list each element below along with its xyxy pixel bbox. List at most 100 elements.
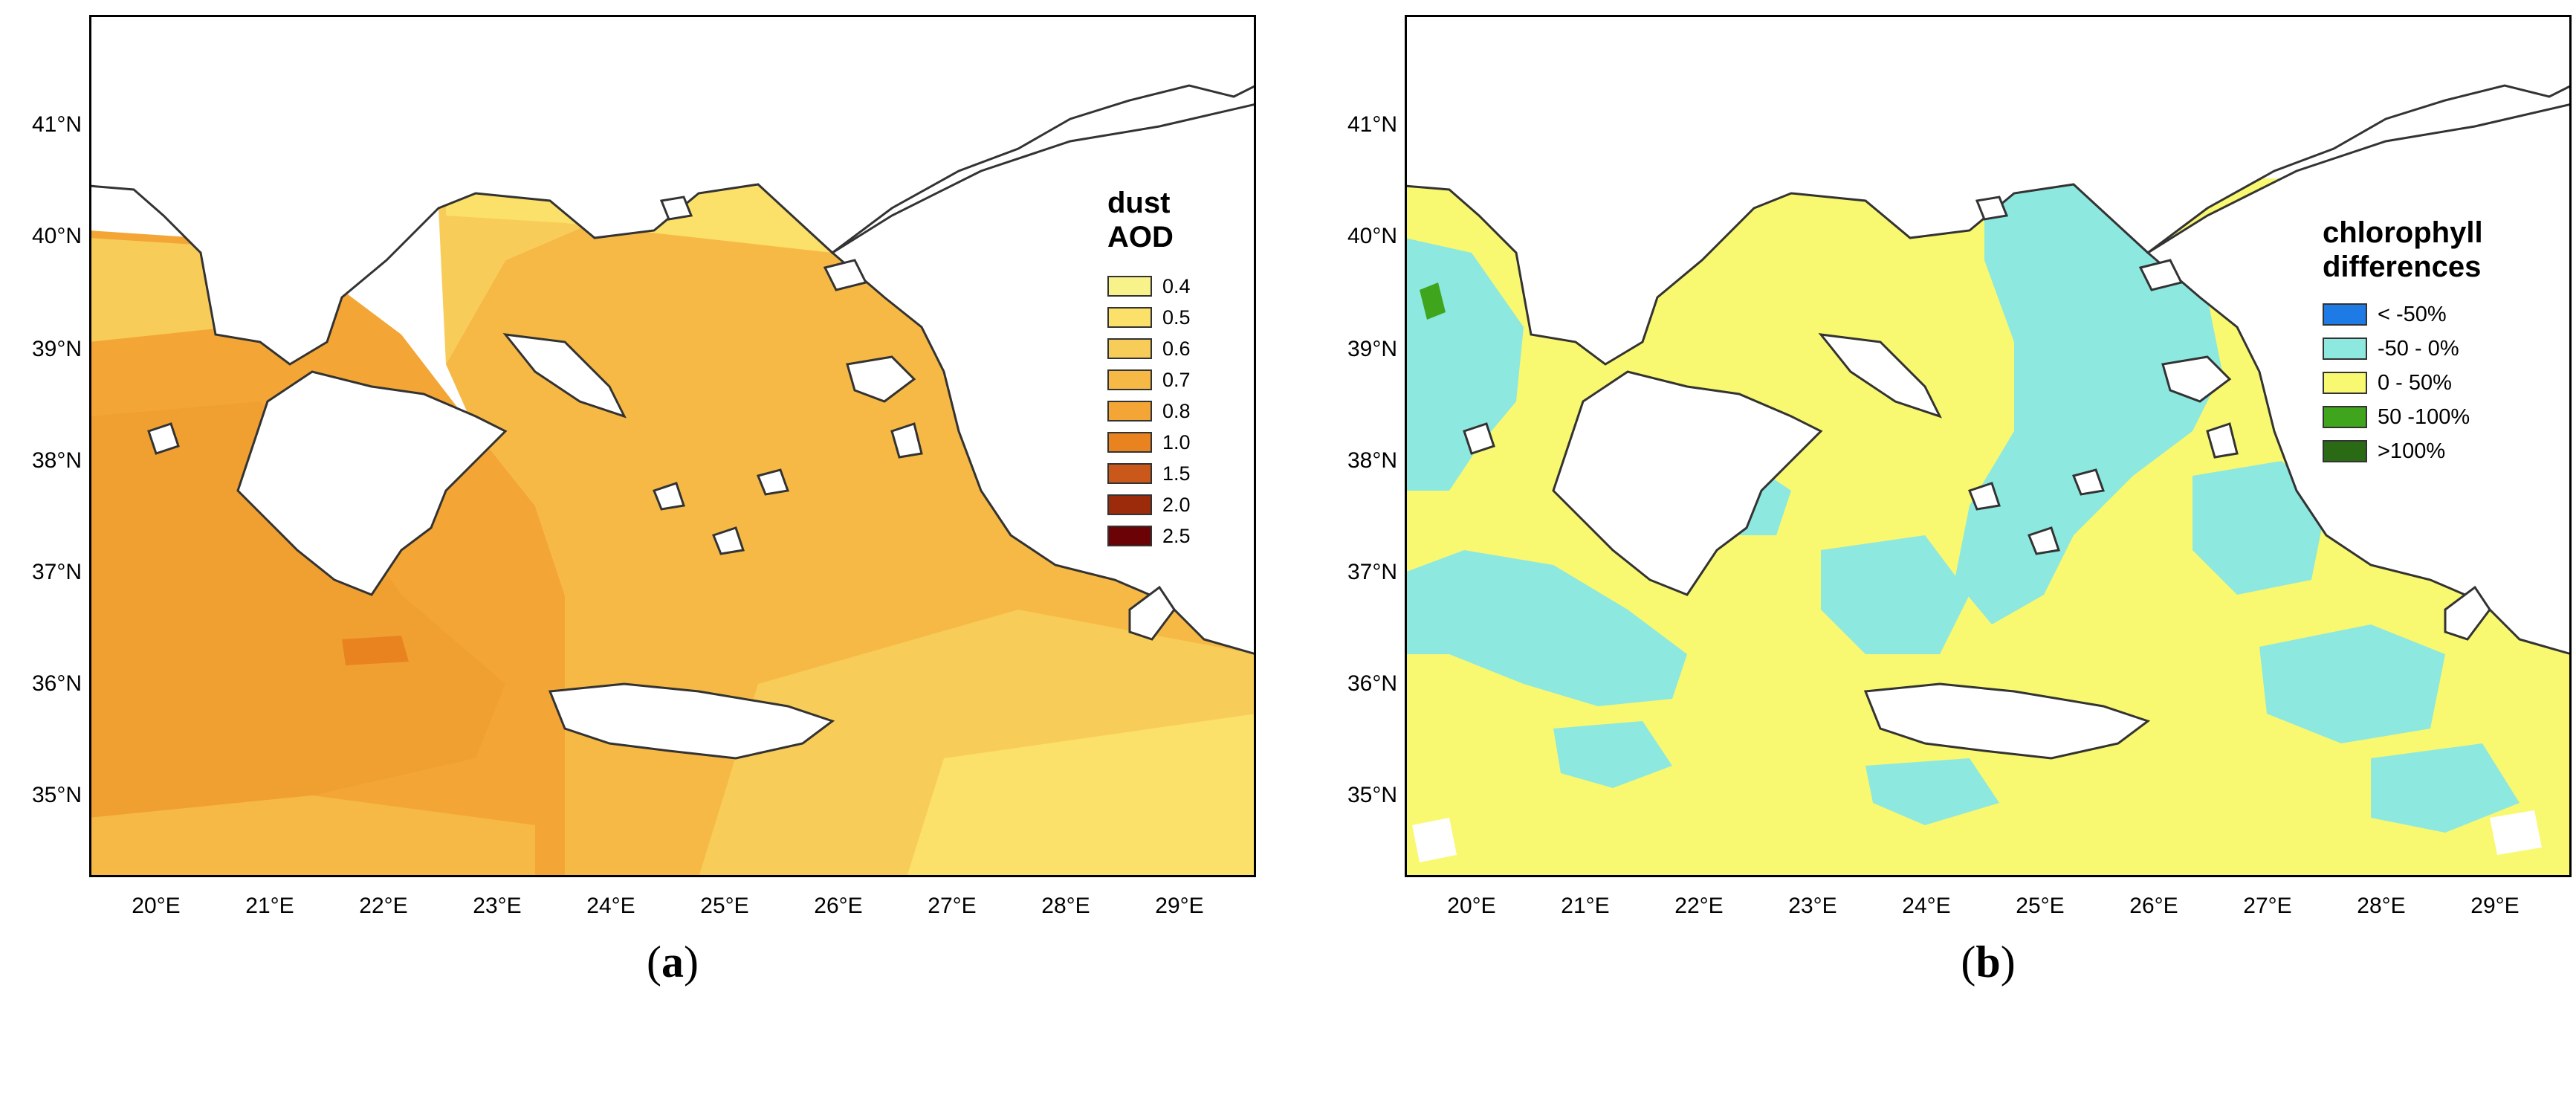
land-lesbos <box>846 355 916 403</box>
caption-close: ) <box>2000 937 2016 986</box>
lon-label: 20°E <box>1447 894 1496 918</box>
caption-close: ) <box>684 937 699 986</box>
lon-label: 26°E <box>814 894 863 918</box>
land-rhodes <box>2444 585 2491 641</box>
legend-swatch <box>1107 463 1152 484</box>
legend-label: 0.8 <box>1162 399 1191 422</box>
land-anatolia <box>830 103 1256 656</box>
chl-gap-2 <box>2490 810 2542 855</box>
legend-item-5: 1.0 <box>1107 427 1191 458</box>
lon-label: 23°E <box>473 894 522 918</box>
legend-swatch <box>2323 406 2367 428</box>
aod-field-dark-patch <box>342 636 409 665</box>
caption-open: ( <box>1961 937 1976 986</box>
legend-title-line2: AOD <box>1107 221 1174 253</box>
lat-label: 40°N <box>31 224 82 248</box>
land-balkans <box>89 15 1256 366</box>
aod-field-bottom <box>89 795 535 877</box>
legend-title-line1: dust <box>1107 187 1171 219</box>
legend-label: 0.6 <box>1162 337 1191 360</box>
chl-patch-south-ionian <box>1405 550 1687 706</box>
legend-item-2: 0 - 50% <box>2323 366 2483 400</box>
land-cyclades-1 <box>1968 482 2001 511</box>
lat-label: 37°N <box>31 560 82 584</box>
lat-label: 37°N <box>1347 560 1397 584</box>
chl-patch-green <box>1420 282 1446 320</box>
land-evia <box>1818 333 1942 419</box>
caption-letter: a <box>661 937 684 986</box>
legend-swatch <box>1107 338 1152 359</box>
chl-patch-southeast <box>2259 624 2445 743</box>
legend-item-7: 2.0 <box>1107 489 1191 520</box>
chl-patch-levant <box>2192 461 2326 595</box>
land-cyclades-1 <box>653 482 685 511</box>
caption-open: ( <box>647 937 661 986</box>
land-thasos <box>1975 196 2009 221</box>
land-chios <box>2206 422 2239 459</box>
land-evia <box>502 333 627 419</box>
legend-item-3: 50 -100% <box>2323 400 2483 434</box>
legend-label: 0.4 <box>1162 274 1191 297</box>
legend-label: >100% <box>2378 439 2446 463</box>
legend-label: -50 - 0% <box>2378 336 2459 361</box>
lat-label: 41°N <box>1347 112 1397 137</box>
legend-swatch <box>1107 526 1152 546</box>
lon-label: 25°E <box>700 894 749 918</box>
lon-label: 26°E <box>2129 894 2178 918</box>
lon-label: 28°E <box>2357 894 2406 918</box>
panel-chlorophyll-differences: chlorophyll differences < -50% -50 - 0% … <box>1347 15 2572 996</box>
legend-item-3: 0.7 <box>1107 364 1191 395</box>
land-thasos <box>659 196 693 221</box>
land-crete <box>548 682 835 760</box>
legend-item-1: -50 - 0% <box>2323 332 2483 366</box>
land-lemnos <box>2138 259 2184 291</box>
lon-label: 21°E <box>1561 894 1610 918</box>
map-dust-aod: dust AOD 0.4 0.5 0.6 0.7 0.8 1.0 1.5 2.0… <box>89 15 1256 877</box>
chlorophyll-legend: chlorophyll differences < -50% -50 - 0% … <box>2323 216 2483 468</box>
legend-label: 1.5 <box>1162 462 1191 485</box>
legend-swatch <box>1107 494 1152 515</box>
lon-label: 24°E <box>1902 894 1951 918</box>
lat-label: 39°N <box>31 337 82 361</box>
legend-swatch <box>2323 440 2367 462</box>
panel-dust-aod: dust AOD 0.4 0.5 0.6 0.7 0.8 1.0 1.5 2.0… <box>32 15 1256 996</box>
legend-item-0: < -50% <box>2323 297 2483 332</box>
lat-label: 36°N <box>31 671 82 696</box>
chl-patch-cyclades <box>1821 535 1970 654</box>
legend-swatch <box>2323 303 2367 326</box>
legend-title-line1: chlorophyll <box>2323 216 2483 249</box>
land-peloponnese <box>1552 370 1823 596</box>
lon-label: 24°E <box>586 894 635 918</box>
legend-item-4: 0.8 <box>1107 395 1191 427</box>
dust-aod-legend: dust AOD 0.4 0.5 0.6 0.7 0.8 1.0 1.5 2.0… <box>1107 186 1191 552</box>
legend-swatch <box>1107 276 1152 297</box>
lon-label: 23°E <box>1788 894 1837 918</box>
land-peloponnese <box>236 370 508 596</box>
land-cyclades-3 <box>756 468 790 496</box>
land-cyclades-2 <box>2028 526 2060 555</box>
legend-label: 2.0 <box>1162 493 1191 516</box>
legend-item-4: >100% <box>2323 434 2483 468</box>
chl-patch-south-crete <box>1865 758 1999 825</box>
legend-label: 0.5 <box>1162 306 1191 329</box>
chl-patch-far-south <box>2371 743 2520 833</box>
lon-label: 25°E <box>2016 894 2065 918</box>
legend-item-2: 0.6 <box>1107 333 1191 364</box>
lat-label: 41°N <box>31 112 82 137</box>
lat-label: 35°N <box>31 783 82 807</box>
lon-label: 27°E <box>2243 894 2292 918</box>
land-crete <box>1863 682 2151 760</box>
lon-label: 21°E <box>245 894 294 918</box>
legend-item-8: 2.5 <box>1107 520 1191 552</box>
land-chios <box>890 422 923 459</box>
legend-swatch <box>1107 432 1152 453</box>
lon-label: 29°E <box>1155 894 1204 918</box>
lon-label: 22°E <box>1674 894 1724 918</box>
chl-patch-lower-west <box>1553 721 1672 788</box>
chl-gap-1 <box>1412 818 1457 862</box>
lat-label: 38°N <box>1347 448 1397 473</box>
land-lemnos <box>823 259 868 291</box>
legend-label: 0 - 50% <box>2378 370 2452 395</box>
land-balkans <box>1405 15 2572 366</box>
land-kefalonia <box>147 422 180 455</box>
